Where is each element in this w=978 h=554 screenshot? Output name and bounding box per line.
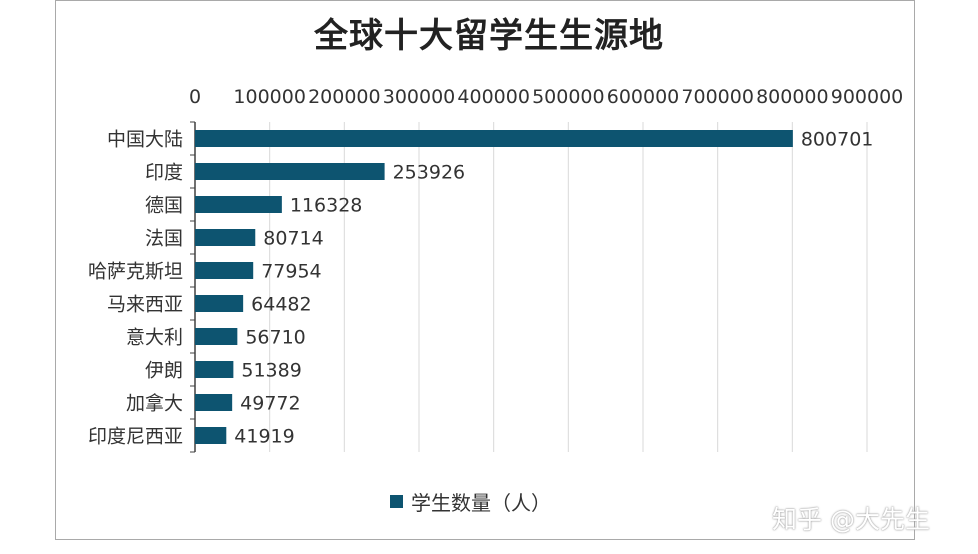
x-tick-label: 200000 — [308, 86, 381, 108]
data-label: 51389 — [241, 360, 301, 382]
data-label: 116328 — [290, 195, 363, 217]
x-tick-label: 0 — [189, 86, 201, 108]
watermark: 知乎 @大先生 — [772, 505, 930, 534]
bar — [195, 328, 238, 345]
x-tick-label: 900000 — [831, 86, 904, 108]
data-label: 64482 — [251, 294, 311, 316]
bar — [195, 196, 282, 213]
legend: 学生数量（人） — [390, 488, 551, 515]
x-tick-label: 800000 — [756, 86, 829, 108]
category-label: 加拿大 — [126, 392, 183, 415]
bar — [195, 295, 244, 312]
data-label: 77954 — [261, 261, 321, 283]
data-label: 253926 — [393, 162, 466, 184]
category-label: 意大利 — [126, 327, 183, 349]
x-tick-label: 100000 — [233, 86, 306, 108]
x-tick-label: 400000 — [457, 86, 530, 108]
category-label: 印度尼西亚 — [88, 426, 183, 448]
legend-label: 学生数量（人） — [411, 490, 551, 515]
category-label: 德国 — [145, 195, 183, 217]
category-label: 法国 — [145, 228, 183, 250]
x-tick-label: 500000 — [532, 86, 605, 108]
data-label: 49772 — [240, 393, 300, 415]
x-tick-label: 300000 — [383, 86, 456, 108]
chart-title: 全球十大留学生生源地 — [314, 16, 664, 56]
category-label: 哈萨克斯坦 — [88, 261, 183, 283]
category-label: 中国大陆 — [107, 129, 183, 151]
category-label: 伊朗 — [145, 360, 183, 382]
x-tick-label: 700000 — [681, 86, 754, 108]
data-label: 800701 — [801, 129, 874, 151]
bar — [195, 163, 385, 180]
category-label: 印度 — [145, 162, 183, 184]
data-label: 56710 — [245, 327, 305, 349]
data-label: 41919 — [234, 426, 294, 448]
bar — [195, 229, 256, 246]
category-label: 马来西亚 — [107, 294, 183, 316]
x-tick-label: 600000 — [607, 86, 680, 108]
bar — [195, 262, 254, 279]
bar — [195, 130, 793, 147]
bar — [195, 394, 233, 411]
legend-swatch — [390, 494, 403, 508]
bar — [195, 361, 234, 378]
data-label: 80714 — [263, 228, 323, 250]
bar — [195, 427, 227, 444]
